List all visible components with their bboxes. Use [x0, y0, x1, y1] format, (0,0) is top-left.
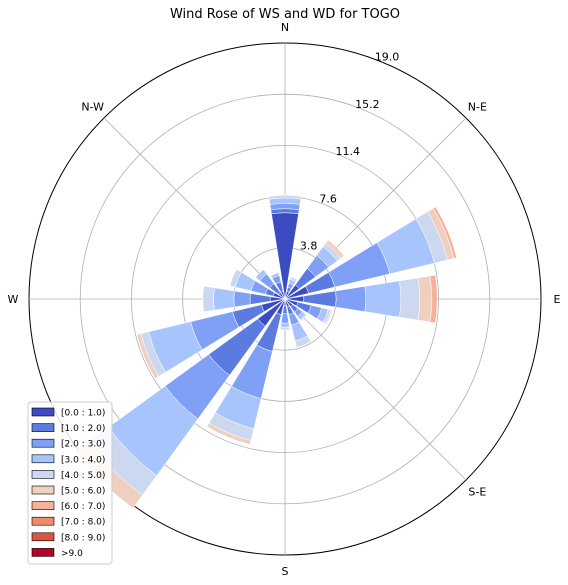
sector-112.5 — [284, 298, 333, 325]
legend-swatch — [31, 532, 55, 542]
sector-292.5 — [229, 269, 286, 300]
sector-segment — [280, 313, 290, 324]
legend-label: [7.0 : 8.0) — [61, 518, 105, 528]
legend-swatch — [31, 548, 55, 557]
legend-swatch — [31, 438, 55, 448]
sector-segment — [399, 277, 420, 321]
sector-180 — [279, 298, 291, 331]
sector-segment — [136, 333, 159, 379]
sector-67.5 — [284, 206, 457, 300]
legend-swatch — [31, 454, 55, 464]
direction-label: E — [554, 293, 561, 306]
radial-tick-label: 19.0 — [375, 50, 400, 63]
legend-swatch — [31, 407, 55, 417]
direction-label: N — [281, 21, 289, 34]
sector-segment — [335, 286, 367, 312]
sector-315 — [255, 269, 286, 300]
legend-swatch — [31, 470, 55, 479]
direction-labels: N N-E E S-E S W N-W — [8, 21, 561, 578]
radial-tick-label: 15.2 — [355, 98, 380, 111]
legend-label: >9.0 — [61, 549, 83, 559]
sector-segment — [282, 305, 288, 315]
sector-segment — [249, 293, 271, 305]
sector-337.5 — [270, 272, 286, 300]
sector-segment — [202, 285, 215, 313]
legend-label: [2.0 : 3.0) — [61, 440, 105, 450]
chart-title: Wind Rose of WS and WD for TOGO — [170, 7, 400, 22]
direction-label: N-E — [468, 101, 487, 114]
sector-segment — [229, 269, 242, 288]
sector-segment — [255, 269, 268, 282]
legend-label: [5.0 : 6.0) — [61, 487, 105, 497]
sector-247.5 — [136, 298, 286, 379]
direction-label: S-E — [468, 485, 486, 498]
direction-label: W — [8, 293, 19, 306]
legend-swatch — [31, 501, 55, 510]
sector-135 — [284, 298, 308, 322]
legend-label: [8.0 : 9.0) — [61, 533, 105, 543]
legend-label: [0.0 : 1.0) — [61, 409, 105, 419]
legend: [0.0 : 1.0) [1.0 : 2.0) [2.0 : 3.0) [3.0 : … — [27, 401, 113, 565]
sector-segment — [279, 326, 291, 331]
legend-label: [3.0 : 4.0) — [61, 455, 105, 465]
sector-202.5 — [206, 298, 286, 445]
grid-spoke — [284, 298, 467, 481]
sector-0 — [268, 195, 302, 300]
legend-swatch — [31, 423, 55, 432]
sector-segment — [233, 290, 251, 308]
sector-segment — [213, 287, 235, 311]
legend-label: [1.0 : 2.0) — [61, 424, 105, 434]
sector-segment — [326, 239, 345, 258]
sector-segment — [206, 422, 252, 445]
radial-tick-label: 3.8 — [300, 240, 318, 253]
legend-label: [6.0 : 7.0) — [61, 502, 105, 512]
direction-label: N-W — [81, 101, 104, 114]
sector-segment — [289, 276, 298, 283]
sector-segment — [364, 280, 402, 318]
radial-tick-label: 11.4 — [336, 145, 361, 158]
direction-label: S — [282, 565, 289, 578]
wind-sectors — [75, 195, 457, 509]
sector-45 — [284, 239, 345, 300]
sector-90 — [284, 274, 438, 324]
radial-tick-label: 7.6 — [319, 192, 337, 205]
sector-segment — [429, 274, 438, 324]
sector-segment — [294, 335, 312, 348]
sector-segment — [324, 309, 333, 325]
sector-segment — [417, 275, 433, 323]
legend-swatch — [31, 485, 55, 495]
sector-segment — [269, 203, 301, 211]
grid-spoke — [103, 117, 286, 300]
legend-label: [4.0 : 5.0) — [61, 471, 105, 481]
sector-segment — [268, 197, 302, 205]
sector-segment — [299, 313, 308, 322]
sector-270 — [202, 285, 286, 313]
sector-157.5 — [284, 298, 312, 348]
sector-segment — [268, 195, 302, 200]
legend-swatch — [31, 516, 55, 526]
sector-22.5 — [284, 276, 298, 300]
sector-segment — [432, 206, 457, 259]
sector-segment — [280, 322, 290, 328]
sector-segment — [270, 272, 280, 279]
radial-tick-labels: 3.8 7.6 11.4 15.2 19.0 — [300, 50, 399, 252]
